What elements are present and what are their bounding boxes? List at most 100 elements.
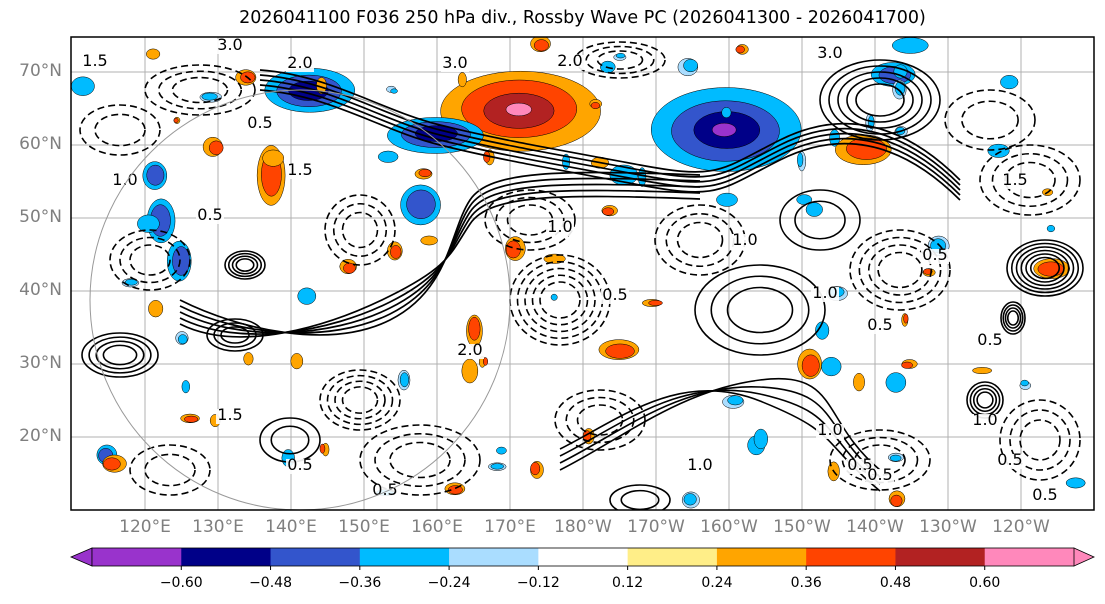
lon-tick-label: 150°E	[338, 517, 390, 537]
divergence-blob	[972, 367, 993, 375]
negative-contour	[171, 76, 229, 104]
contour-label: 0.5	[977, 330, 1002, 349]
positive-contour	[846, 77, 914, 123]
negative-contour	[341, 211, 379, 249]
negative-contour	[484, 189, 576, 251]
lat-tick-label: 40°N	[19, 280, 62, 300]
lon-tick-label: 130°E	[192, 517, 244, 537]
contour-label: 1.5	[82, 51, 107, 70]
colorbar-swatch	[984, 548, 1075, 566]
contour-label: 0.5	[197, 205, 222, 224]
projection-circle	[89, 89, 511, 510]
divergence-blob	[892, 37, 929, 54]
contour-label: 0.5	[602, 285, 627, 304]
divergence-blob	[71, 76, 95, 96]
divergence-blob	[801, 354, 820, 377]
positive-contour	[1029, 256, 1061, 280]
positive-contour	[976, 391, 994, 409]
colorbar-tick-label: 0.48	[879, 575, 912, 591]
positive-contour	[95, 340, 145, 370]
positive-contour	[206, 318, 264, 352]
negative-contour	[944, 89, 1036, 151]
positive-contour	[1004, 307, 1022, 329]
colorbar-tick-label: 0.24	[701, 575, 733, 591]
divergence-blob	[243, 352, 254, 366]
divergence-blob	[461, 358, 479, 384]
divergence-blob	[496, 446, 507, 455]
divergence-blob	[377, 150, 399, 163]
positive-contour	[1002, 304, 1024, 332]
negative-contour	[129, 244, 171, 276]
positive-contour	[1020, 249, 1070, 287]
divergence-blob	[716, 192, 738, 207]
contour-label: 1.0	[547, 217, 572, 236]
colorbar-tick-label: 0.36	[790, 575, 822, 591]
positive-contour	[1006, 310, 1020, 326]
rossby-wave-contours	[79, 41, 1084, 510]
contour-label: 0.5	[922, 245, 947, 264]
divergence-blob	[923, 268, 933, 275]
contour-label: 0.5	[867, 315, 892, 334]
negative-contour	[867, 244, 933, 296]
contour-label: 1.5	[217, 405, 242, 424]
contour-label: 1.5	[1002, 170, 1027, 189]
divergence-blob	[399, 372, 410, 388]
divergence-blob	[173, 117, 179, 124]
divergence-blob	[901, 361, 913, 369]
colorbar-swatch	[449, 548, 539, 566]
colorbar-swatch	[627, 548, 718, 566]
lon-tick-label: 170°E	[484, 517, 536, 537]
contour-label: 3.0	[217, 35, 242, 54]
colorbar-swatch	[716, 548, 807, 566]
negative-contour	[854, 444, 906, 476]
negative-contour	[999, 399, 1081, 481]
divergence-blob	[146, 48, 161, 60]
negative-contour	[979, 144, 1081, 216]
lon-tick-label: 180°W	[554, 517, 612, 537]
negative-contour	[495, 196, 565, 244]
map-title: 2026041100 F036 250 hPa div., Rossby Wav…	[239, 8, 926, 28]
divergence-blob	[184, 415, 199, 423]
divergence-blob	[103, 457, 121, 471]
divergence-blob	[418, 169, 432, 178]
divergence-blob	[735, 45, 745, 54]
lat-tick-label: 70°N	[19, 61, 62, 81]
divergence-blob	[753, 428, 768, 450]
divergence-blob	[490, 463, 504, 470]
colorbar-swatch	[270, 548, 361, 566]
divergence-blob	[1046, 225, 1055, 233]
contour-label: 2.0	[287, 53, 312, 72]
contour-label: 1.0	[732, 230, 757, 249]
negative-contour	[506, 204, 554, 236]
negative-contour	[79, 104, 161, 156]
divergence-blob	[590, 102, 600, 110]
lon-tick-label: 150°W	[773, 517, 831, 537]
colorbar-swatch	[895, 548, 986, 566]
divergence-blob	[148, 300, 164, 318]
divergence-blob	[683, 59, 699, 73]
positive-contour	[270, 425, 310, 455]
divergence-blob	[821, 357, 842, 377]
contour-label: 1.0	[687, 455, 712, 474]
positive-contour	[220, 326, 250, 344]
divergence-blob	[137, 214, 160, 233]
negative-contour	[1009, 409, 1071, 471]
negative-contour	[94, 113, 146, 147]
lon-tick-label: 160°W	[700, 517, 758, 537]
negative-contour	[157, 70, 243, 110]
divergence-blob	[805, 202, 823, 217]
contour-label: 0.5	[247, 113, 272, 132]
negative-contour	[129, 444, 211, 496]
divergence-blob	[420, 235, 438, 246]
negative-contour	[319, 369, 401, 431]
negative-contour	[359, 424, 481, 496]
divergence-blob	[457, 72, 467, 88]
negative-contour	[389, 441, 451, 479]
positive-contour	[819, 59, 941, 141]
positive-contour	[1025, 253, 1065, 283]
divergence-blob	[727, 395, 744, 406]
divergence-blob	[319, 443, 326, 454]
positive-contour	[259, 79, 961, 191]
divergence-blob	[1000, 75, 1019, 90]
